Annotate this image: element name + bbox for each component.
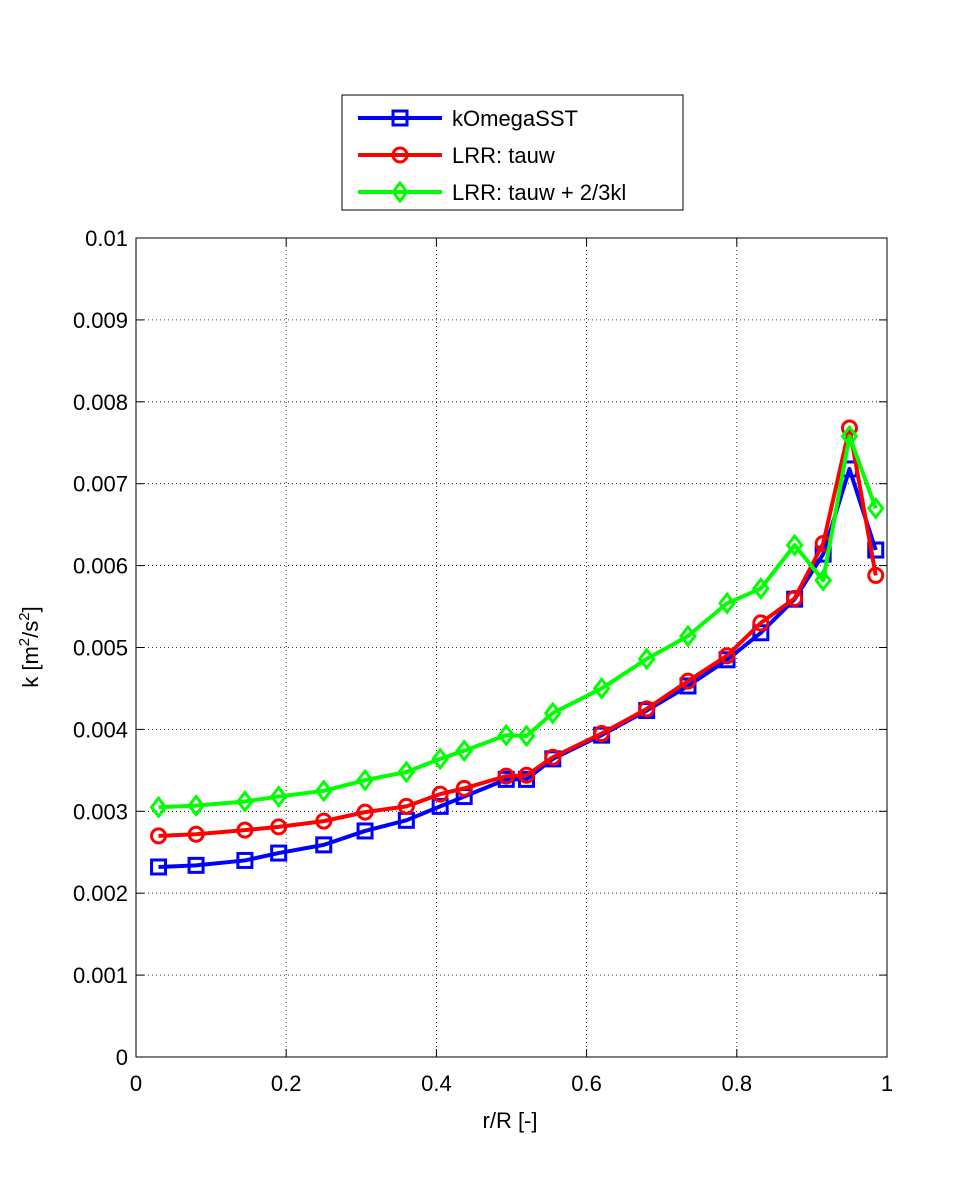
data-point-circle bbox=[455, 779, 473, 797]
legend-item: kOmegaSST bbox=[358, 106, 578, 131]
y-axis-title-mid: /s bbox=[18, 621, 43, 638]
legend-label: LRR: tauw + 2/3kl bbox=[452, 180, 626, 205]
data-point-square bbox=[150, 858, 168, 876]
y-tick-label: 0.003 bbox=[73, 799, 128, 824]
x-tick-label: 0 bbox=[130, 1071, 142, 1096]
data-point-circle bbox=[752, 614, 770, 632]
y-tick-label: 0.006 bbox=[73, 554, 128, 579]
series-layer bbox=[149, 419, 885, 876]
data-point-circle bbox=[236, 821, 254, 839]
data-point-square bbox=[431, 797, 449, 815]
y-axis-title-sup1: 2 bbox=[16, 638, 33, 646]
y-tick-label: 0.007 bbox=[73, 472, 128, 497]
data-point-circle bbox=[315, 812, 333, 830]
y-tick-labels: 0 0.001 0.002 0.003 0.004 0.005 0.006 0.007 0.00… bbox=[73, 226, 128, 1070]
data-point-diamond bbox=[637, 647, 656, 671]
data-point-square bbox=[187, 856, 205, 874]
data-point-circle bbox=[518, 766, 536, 784]
data-point-square bbox=[270, 844, 288, 862]
data-point-diamond bbox=[751, 577, 770, 600]
legend-marker-square bbox=[391, 109, 409, 127]
data-point-diamond bbox=[187, 794, 205, 818]
series-line bbox=[158, 434, 878, 810]
data-point-diamond bbox=[235, 790, 254, 813]
grid bbox=[136, 238, 887, 1057]
data-point-diamond bbox=[431, 747, 450, 771]
legend-item: LRR: tauw + 2/3kl bbox=[358, 180, 626, 205]
data-point-square bbox=[236, 851, 254, 869]
data-point-diamond bbox=[866, 496, 885, 520]
data-point-diamond bbox=[679, 624, 697, 648]
x-tick-label: 0.8 bbox=[722, 1071, 753, 1096]
data-point-diamond bbox=[718, 591, 736, 615]
data-point-circle bbox=[867, 566, 885, 584]
data-point-diamond bbox=[840, 424, 859, 448]
data-point-circle bbox=[150, 827, 168, 845]
series-circle bbox=[150, 419, 885, 845]
data-point-square bbox=[356, 822, 374, 840]
y-axis-title-base: k [m bbox=[18, 646, 43, 688]
x-axis-title: r/R [-] bbox=[483, 1108, 538, 1133]
data-point-diamond bbox=[314, 779, 333, 803]
data-point-square bbox=[867, 541, 885, 559]
y-tick-label: 0 bbox=[116, 1045, 128, 1070]
y-axis-title-sup2: 2 bbox=[16, 612, 33, 620]
y-axis-title-end: ] bbox=[18, 606, 43, 612]
data-point-circle bbox=[270, 818, 288, 836]
plot-area bbox=[136, 238, 887, 1057]
data-point-diamond bbox=[356, 768, 374, 792]
legend-marker-diamond bbox=[391, 180, 409, 204]
data-point-circle bbox=[431, 785, 449, 803]
legend: kOmegaSST LRR: tauw LRR: tauw + 2/3kl bbox=[341, 94, 684, 211]
data-point-diamond bbox=[592, 677, 611, 700]
data-point-diamond bbox=[814, 568, 833, 592]
data-point-diamond bbox=[497, 723, 516, 747]
legend-marker-circle bbox=[391, 146, 409, 164]
data-point-diamond bbox=[455, 739, 474, 763]
y-tick-label: 0.01 bbox=[85, 226, 128, 251]
data-point-square bbox=[752, 624, 770, 642]
data-point-circle bbox=[718, 647, 736, 665]
y-tick-label: 0.004 bbox=[73, 717, 128, 742]
data-point-circle bbox=[786, 589, 804, 607]
data-point-circle bbox=[638, 700, 656, 718]
y-tick-label: 0.005 bbox=[73, 636, 128, 661]
legend-item: LRR: tauw bbox=[358, 143, 555, 168]
series-line bbox=[158, 466, 878, 869]
data-point-circle bbox=[497, 767, 515, 785]
y-axis-title: k [m2/s2] bbox=[16, 606, 43, 688]
series-diamond bbox=[149, 424, 885, 819]
data-point-circle bbox=[187, 825, 205, 843]
x-tick-label: 0.6 bbox=[571, 1071, 602, 1096]
y-tick-label: 0.009 bbox=[73, 308, 128, 333]
x-tick-label: 1 bbox=[881, 1071, 893, 1096]
data-point-diamond bbox=[397, 760, 416, 784]
x-tick-label: 0.2 bbox=[271, 1071, 302, 1096]
data-point-circle bbox=[593, 724, 611, 742]
data-point-circle bbox=[397, 797, 415, 815]
y-tick-label: 0.002 bbox=[73, 881, 128, 906]
data-point-circle bbox=[679, 672, 697, 690]
data-point-circle bbox=[356, 803, 374, 821]
series-line bbox=[158, 426, 878, 838]
data-point-diamond bbox=[543, 701, 562, 725]
legend-label: kOmegaSST bbox=[452, 106, 578, 131]
data-point-circle bbox=[544, 748, 562, 766]
data-point-diamond bbox=[269, 785, 288, 809]
data-point-diamond bbox=[149, 795, 168, 819]
plot-background bbox=[136, 238, 887, 1057]
x-tick-labels: 0 0.2 0.4 0.6 0.8 1 bbox=[130, 1071, 893, 1096]
axes bbox=[135, 237, 888, 1058]
data-point-diamond bbox=[517, 724, 536, 748]
y-tick-label: 0.008 bbox=[73, 390, 128, 415]
x-tick-label: 0.4 bbox=[421, 1071, 452, 1096]
y-tick-label: 0.001 bbox=[73, 963, 128, 988]
legend-label: LRR: tauw bbox=[452, 143, 555, 168]
data-point-square bbox=[315, 836, 333, 854]
data-point-diamond bbox=[785, 533, 804, 557]
